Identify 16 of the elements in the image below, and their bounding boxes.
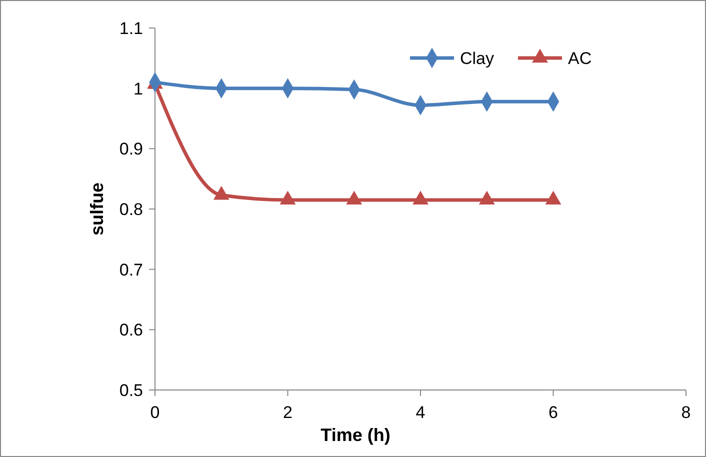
y-tick-label: 1.1 <box>119 18 143 38</box>
x-tick-label: 6 <box>548 403 558 422</box>
y-tick-label: 1 <box>134 79 143 98</box>
y-tick-label: 0.9 <box>119 140 143 159</box>
legend-label: AC <box>568 48 592 68</box>
x-tick-label: 8 <box>681 403 691 422</box>
y-tick-label: 0.5 <box>119 380 143 400</box>
legend-label: Clay <box>460 48 495 68</box>
x-tick-label: 0 <box>150 403 160 422</box>
x-axis-title: Time (h) <box>320 425 390 445</box>
y-tick-label: 0.7 <box>119 260 143 280</box>
y-tick-label: 0.6 <box>119 320 143 340</box>
x-tick-label: 2 <box>283 403 292 422</box>
y-tick-label: 0.8 <box>119 200 143 219</box>
y-axis-title: sulfue <box>87 182 107 236</box>
x-tick-label: 4 <box>416 403 426 422</box>
